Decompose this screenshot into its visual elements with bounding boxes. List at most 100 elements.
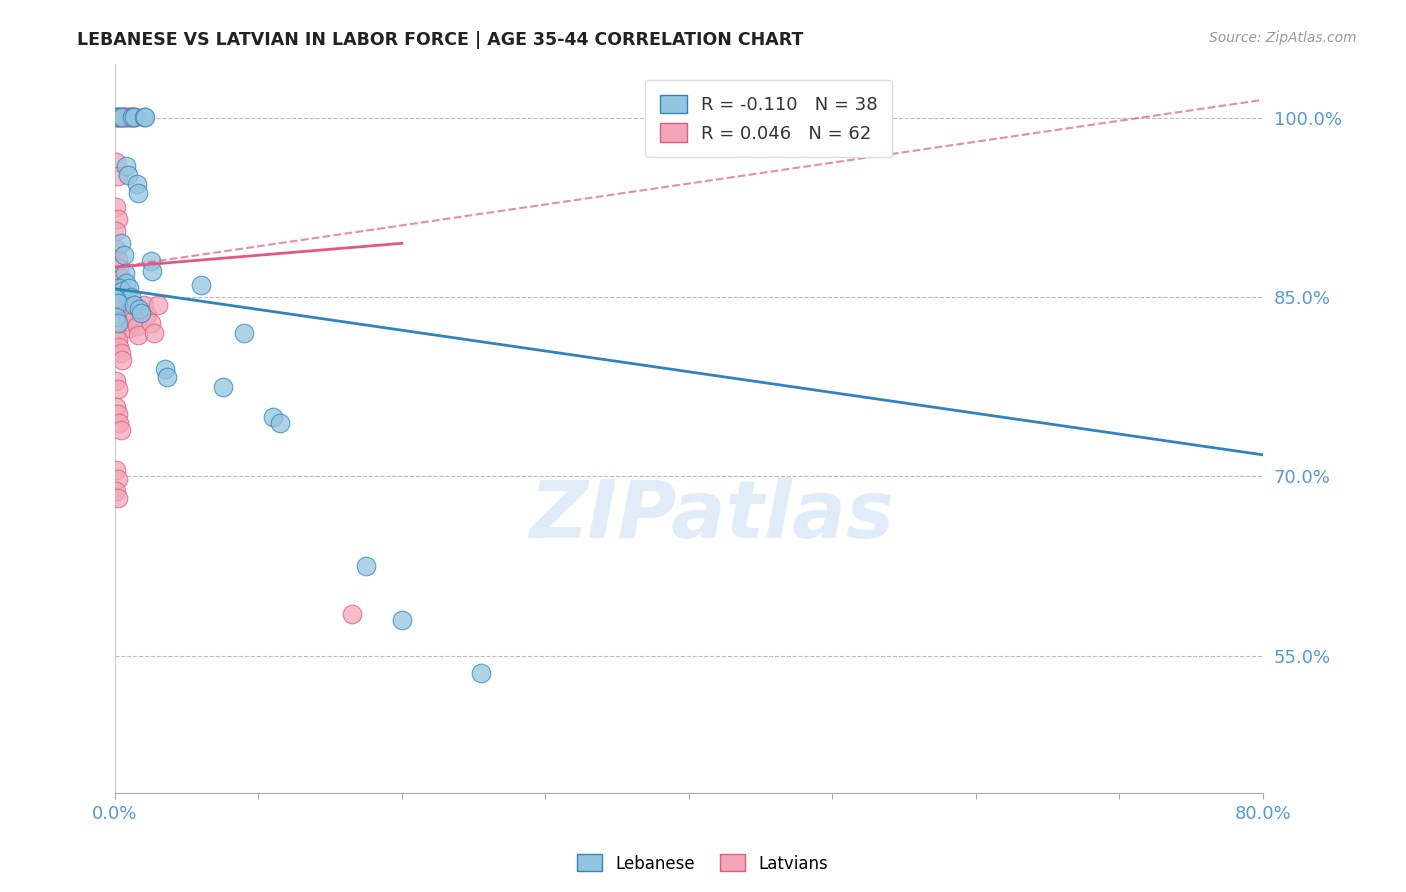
Legend: Lebanese, Latvians: Lebanese, Latvians <box>571 847 835 880</box>
Point <box>121 110 143 124</box>
Point <box>156 370 179 384</box>
Point <box>114 110 136 124</box>
Point <box>120 296 142 310</box>
Point <box>120 290 142 304</box>
Point <box>211 380 233 394</box>
Point <box>107 491 129 505</box>
Point <box>125 318 148 333</box>
Point <box>114 298 136 312</box>
Point <box>112 110 135 124</box>
Point <box>105 280 128 294</box>
Point <box>118 321 141 335</box>
Point <box>107 333 129 347</box>
Point <box>121 110 143 124</box>
Point <box>262 409 284 424</box>
Point <box>127 328 149 343</box>
Point <box>114 266 136 280</box>
Point <box>111 284 134 298</box>
Point <box>107 296 129 310</box>
Point <box>118 110 141 124</box>
Point <box>105 293 128 307</box>
Point <box>122 110 145 124</box>
Point <box>269 416 291 430</box>
Point <box>105 310 128 325</box>
Text: ZIPatlas: ZIPatlas <box>529 477 894 555</box>
Point <box>128 301 150 316</box>
Point <box>233 326 256 340</box>
Point <box>107 110 129 124</box>
Point <box>127 186 149 200</box>
Point <box>354 558 377 573</box>
Point <box>108 280 131 294</box>
Point <box>142 326 165 340</box>
Point <box>117 168 139 182</box>
Legend: R = -0.110   N = 38, R = 0.046   N = 62: R = -0.110 N = 38, R = 0.046 N = 62 <box>645 80 893 157</box>
Point <box>105 326 128 340</box>
Text: LEBANESE VS LATVIAN IN LABOR FORCE | AGE 35-44 CORRELATION CHART: LEBANESE VS LATVIAN IN LABOR FORCE | AGE… <box>77 31 804 49</box>
Point <box>139 317 162 331</box>
Point <box>110 236 132 251</box>
Point <box>107 472 129 486</box>
Text: Source: ZipAtlas.com: Source: ZipAtlas.com <box>1209 31 1357 45</box>
Point <box>115 305 138 319</box>
Point <box>105 483 128 498</box>
Point <box>117 314 139 328</box>
Point <box>110 110 132 124</box>
Point <box>108 340 131 354</box>
Point <box>107 287 129 301</box>
Point <box>129 305 152 319</box>
Point <box>107 252 129 266</box>
Point <box>107 169 129 184</box>
Point <box>111 353 134 368</box>
Point <box>105 463 128 477</box>
Point <box>121 304 143 318</box>
Point <box>340 607 363 621</box>
Point <box>107 382 129 396</box>
Point <box>110 423 132 437</box>
Point <box>118 280 141 294</box>
Point <box>134 110 156 124</box>
Point <box>110 271 132 285</box>
Point <box>132 110 155 124</box>
Point <box>470 666 492 681</box>
Point <box>105 400 128 414</box>
Point <box>105 155 128 169</box>
Point <box>115 276 138 290</box>
Point <box>111 284 134 298</box>
Point <box>120 110 142 124</box>
Point <box>105 224 128 238</box>
Point <box>155 361 177 376</box>
Point <box>111 110 134 124</box>
Point <box>108 294 131 309</box>
Point <box>108 110 131 124</box>
Point <box>111 110 134 124</box>
Point <box>115 159 138 173</box>
Point <box>105 242 128 256</box>
Point <box>139 254 162 268</box>
Point <box>391 613 413 627</box>
Point <box>141 264 163 278</box>
Point <box>105 110 128 124</box>
Point <box>117 110 139 124</box>
Point <box>125 177 148 191</box>
Point <box>122 110 145 124</box>
Point <box>115 110 138 124</box>
Point <box>110 346 132 360</box>
Point <box>190 278 212 293</box>
Point <box>112 248 135 262</box>
Point <box>107 317 129 331</box>
Point <box>108 416 131 430</box>
Point <box>107 407 129 421</box>
Point <box>122 298 145 312</box>
Point <box>122 311 145 326</box>
Point <box>108 110 131 124</box>
Point <box>108 261 131 276</box>
Point <box>112 293 135 308</box>
Point <box>107 212 129 227</box>
Point <box>146 298 169 312</box>
Point <box>105 374 128 388</box>
Point <box>105 110 128 124</box>
Point <box>105 201 128 215</box>
Point <box>132 298 155 312</box>
Point <box>124 110 146 124</box>
